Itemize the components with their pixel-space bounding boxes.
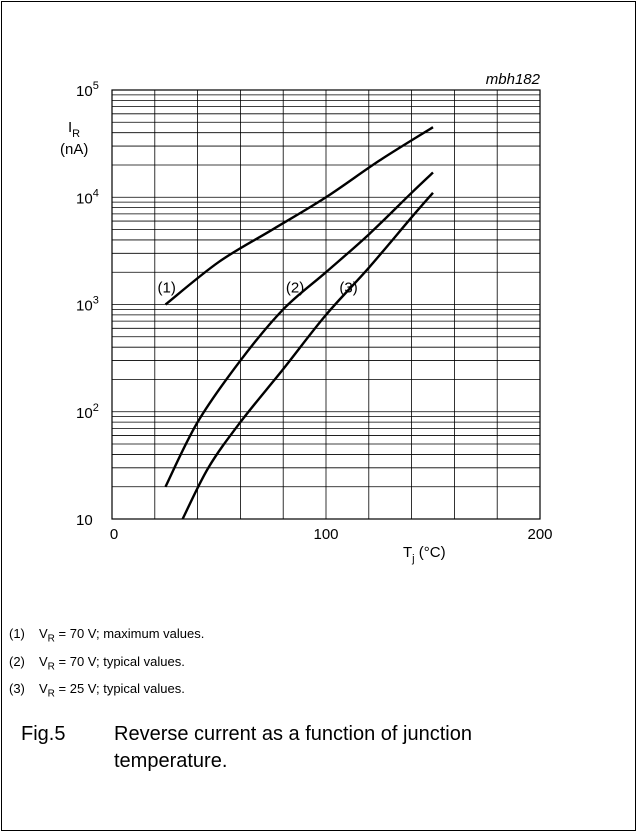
plot-area: [111, 89, 541, 520]
y-tick-base: 10: [76, 512, 93, 529]
figure-number: Fig.5: [21, 723, 66, 745]
y-tick-label: 10: [76, 512, 93, 529]
x-tick-label: 200: [527, 526, 552, 543]
note-variable: V: [39, 626, 48, 641]
y-axis-label-main: I: [68, 119, 72, 136]
note-subscript: R: [47, 661, 55, 673]
y-tick-label: 104: [76, 187, 99, 207]
y-tick-label: 105: [76, 80, 99, 100]
x-tick-labels: 0 100 200: [110, 526, 553, 543]
series-layer: (1) (2) (3): [158, 126, 434, 520]
x-tick-label: 100: [313, 526, 338, 543]
note-subscript: R: [47, 633, 55, 645]
x-axis-label: Tj (°C): [403, 544, 446, 565]
series-1-label: (1): [158, 279, 176, 296]
x-axis-label-unit: (°C): [415, 544, 446, 561]
series-2-line: [164, 171, 434, 488]
note-number: (2): [9, 654, 25, 669]
y-tick-exponent: 3: [93, 295, 99, 307]
note-variable: V: [39, 654, 48, 669]
y-tick-exponent: 4: [93, 187, 99, 199]
note-text: = 70 V; typical values.: [54, 654, 185, 669]
y-tick-exponent: 5: [93, 80, 99, 92]
y-tick-label: 103: [76, 295, 99, 315]
y-axis-label-sub: R: [72, 128, 80, 140]
chart-grid: [112, 90, 540, 519]
y-tick-base: 10: [76, 190, 93, 207]
note-1: (1) VR = 70 V; maximum values.: [9, 626, 204, 645]
y-axis-unit: (nA): [60, 141, 88, 158]
x-axis-label-sub: j: [411, 553, 414, 565]
y-axis-label: IR: [68, 119, 80, 140]
note-number: (1): [9, 626, 25, 641]
y-tick-base: 10: [76, 298, 93, 315]
series-2-label: (2): [286, 279, 304, 296]
series-1-line: [164, 126, 434, 306]
series-3-line: [181, 192, 434, 520]
note-variable: V: [39, 681, 48, 696]
note-text: = 70 V; maximum values.: [54, 626, 205, 641]
x-axis-label-main: T: [403, 544, 412, 561]
note-text: = 25 V; typical values.: [54, 681, 185, 696]
caption-text: Reverse current as a function of junctio…: [114, 723, 472, 772]
reverse-current-chart: (1) (2) (3) mbh182 IR (nA) Tj (°C) 1010210…: [60, 71, 553, 565]
note-number: (3): [9, 681, 25, 696]
y-tick-base: 10: [76, 83, 93, 100]
y-tick-label: 102: [76, 402, 99, 422]
note-2: (2) VR = 70 V; typical values.: [9, 654, 185, 673]
series-3-label: (3): [339, 279, 357, 296]
x-tick-label: 0: [110, 526, 118, 543]
y-tick-base: 10: [76, 405, 93, 422]
note-subscript: R: [47, 688, 55, 700]
figure-code: mbh182: [486, 71, 541, 88]
y-tick-exponent: 2: [93, 402, 99, 414]
note-3: (3) VR = 25 V; typical values.: [9, 681, 185, 700]
